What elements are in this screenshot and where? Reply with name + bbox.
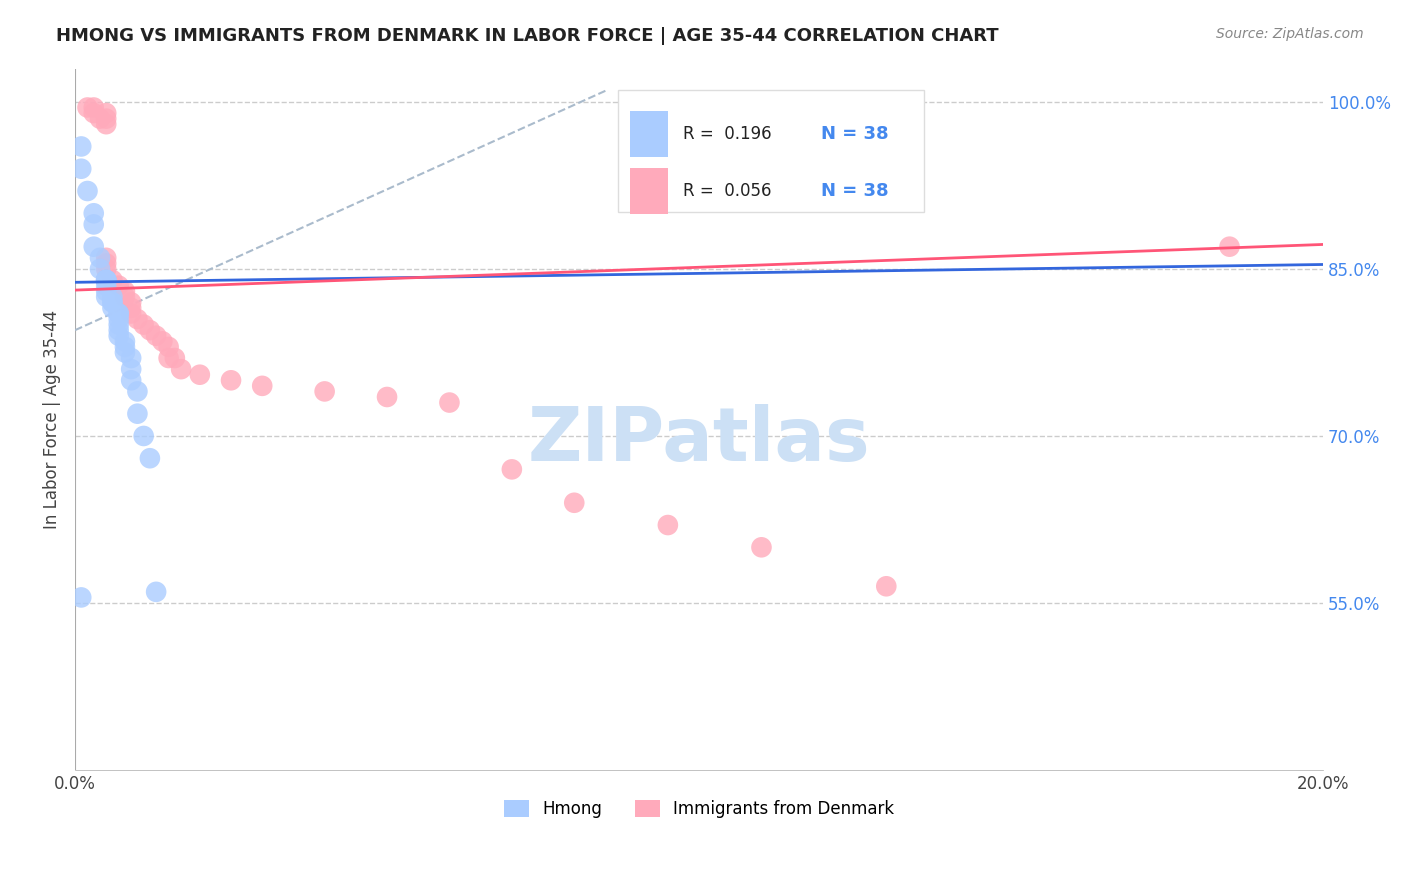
Text: HMONG VS IMMIGRANTS FROM DENMARK IN LABOR FORCE | AGE 35-44 CORRELATION CHART: HMONG VS IMMIGRANTS FROM DENMARK IN LABO… (56, 27, 998, 45)
Point (875, 579, 897, 593)
Point (89, 112, 111, 126)
Point (89, 262, 111, 277)
Point (101, 295, 124, 310)
Point (96, 273, 118, 287)
Point (101, 301, 124, 315)
Text: R =  0.056: R = 0.056 (683, 182, 772, 201)
Point (562, 496, 585, 510)
Point (120, 373, 142, 387)
Point (96, 273, 118, 287)
Y-axis label: In Labor Force | Age 35-44: In Labor Force | Age 35-44 (44, 310, 60, 529)
Point (657, 518, 679, 533)
Point (96, 251, 118, 265)
Point (96, 106, 118, 120)
FancyBboxPatch shape (619, 89, 924, 212)
Point (114, 345, 136, 359)
Point (83, 101, 105, 115)
Point (96, 262, 118, 277)
Point (139, 451, 162, 466)
Point (127, 407, 149, 421)
Point (120, 306, 142, 320)
Point (96, 112, 118, 126)
FancyBboxPatch shape (630, 111, 668, 157)
Point (145, 585, 167, 599)
Point (76, 101, 98, 115)
Point (114, 334, 136, 349)
Text: R =  0.196: R = 0.196 (683, 125, 772, 143)
Point (219, 373, 242, 387)
Point (96, 284, 118, 298)
Point (70, 139, 93, 153)
Point (127, 312, 149, 326)
Point (120, 295, 142, 310)
Point (107, 306, 129, 320)
Point (83, 218, 105, 232)
Point (150, 334, 173, 349)
Point (83, 206, 105, 220)
Point (157, 351, 180, 365)
Point (127, 384, 149, 399)
Point (751, 541, 773, 555)
Point (107, 328, 129, 343)
Point (96, 117, 118, 131)
Point (101, 295, 124, 310)
Text: N = 38: N = 38 (821, 182, 889, 201)
Point (188, 368, 211, 382)
Point (96, 273, 118, 287)
Point (83, 106, 105, 120)
Point (70, 161, 93, 176)
Point (439, 395, 461, 409)
Point (101, 290, 124, 304)
Point (96, 278, 118, 293)
Point (107, 278, 129, 293)
Point (120, 362, 142, 376)
Text: N = 38: N = 38 (821, 125, 889, 143)
Point (101, 273, 124, 287)
Point (120, 351, 142, 365)
Point (145, 328, 167, 343)
Point (252, 379, 274, 393)
Point (96, 290, 118, 304)
Point (139, 323, 162, 337)
Point (70, 591, 93, 605)
Point (107, 312, 129, 326)
Point (107, 318, 129, 332)
Point (170, 362, 193, 376)
Point (157, 340, 180, 354)
Point (120, 301, 142, 315)
Point (132, 429, 155, 443)
Point (1218, 240, 1240, 254)
Text: Source: ZipAtlas.com: Source: ZipAtlas.com (1216, 27, 1364, 41)
Point (89, 251, 111, 265)
Text: ZIPatlas: ZIPatlas (527, 404, 870, 477)
Point (114, 340, 136, 354)
Point (375, 390, 398, 404)
Point (76, 184, 98, 198)
Point (96, 273, 118, 287)
FancyBboxPatch shape (630, 169, 668, 214)
Point (114, 290, 136, 304)
Point (107, 323, 129, 337)
Point (163, 351, 186, 365)
Point (314, 384, 336, 399)
Point (132, 318, 155, 332)
Point (96, 256, 118, 270)
Point (96, 273, 118, 287)
Legend: Hmong, Immigrants from Denmark: Hmong, Immigrants from Denmark (496, 793, 901, 825)
Point (501, 462, 523, 476)
Point (114, 284, 136, 298)
Point (107, 306, 129, 320)
Point (83, 240, 105, 254)
